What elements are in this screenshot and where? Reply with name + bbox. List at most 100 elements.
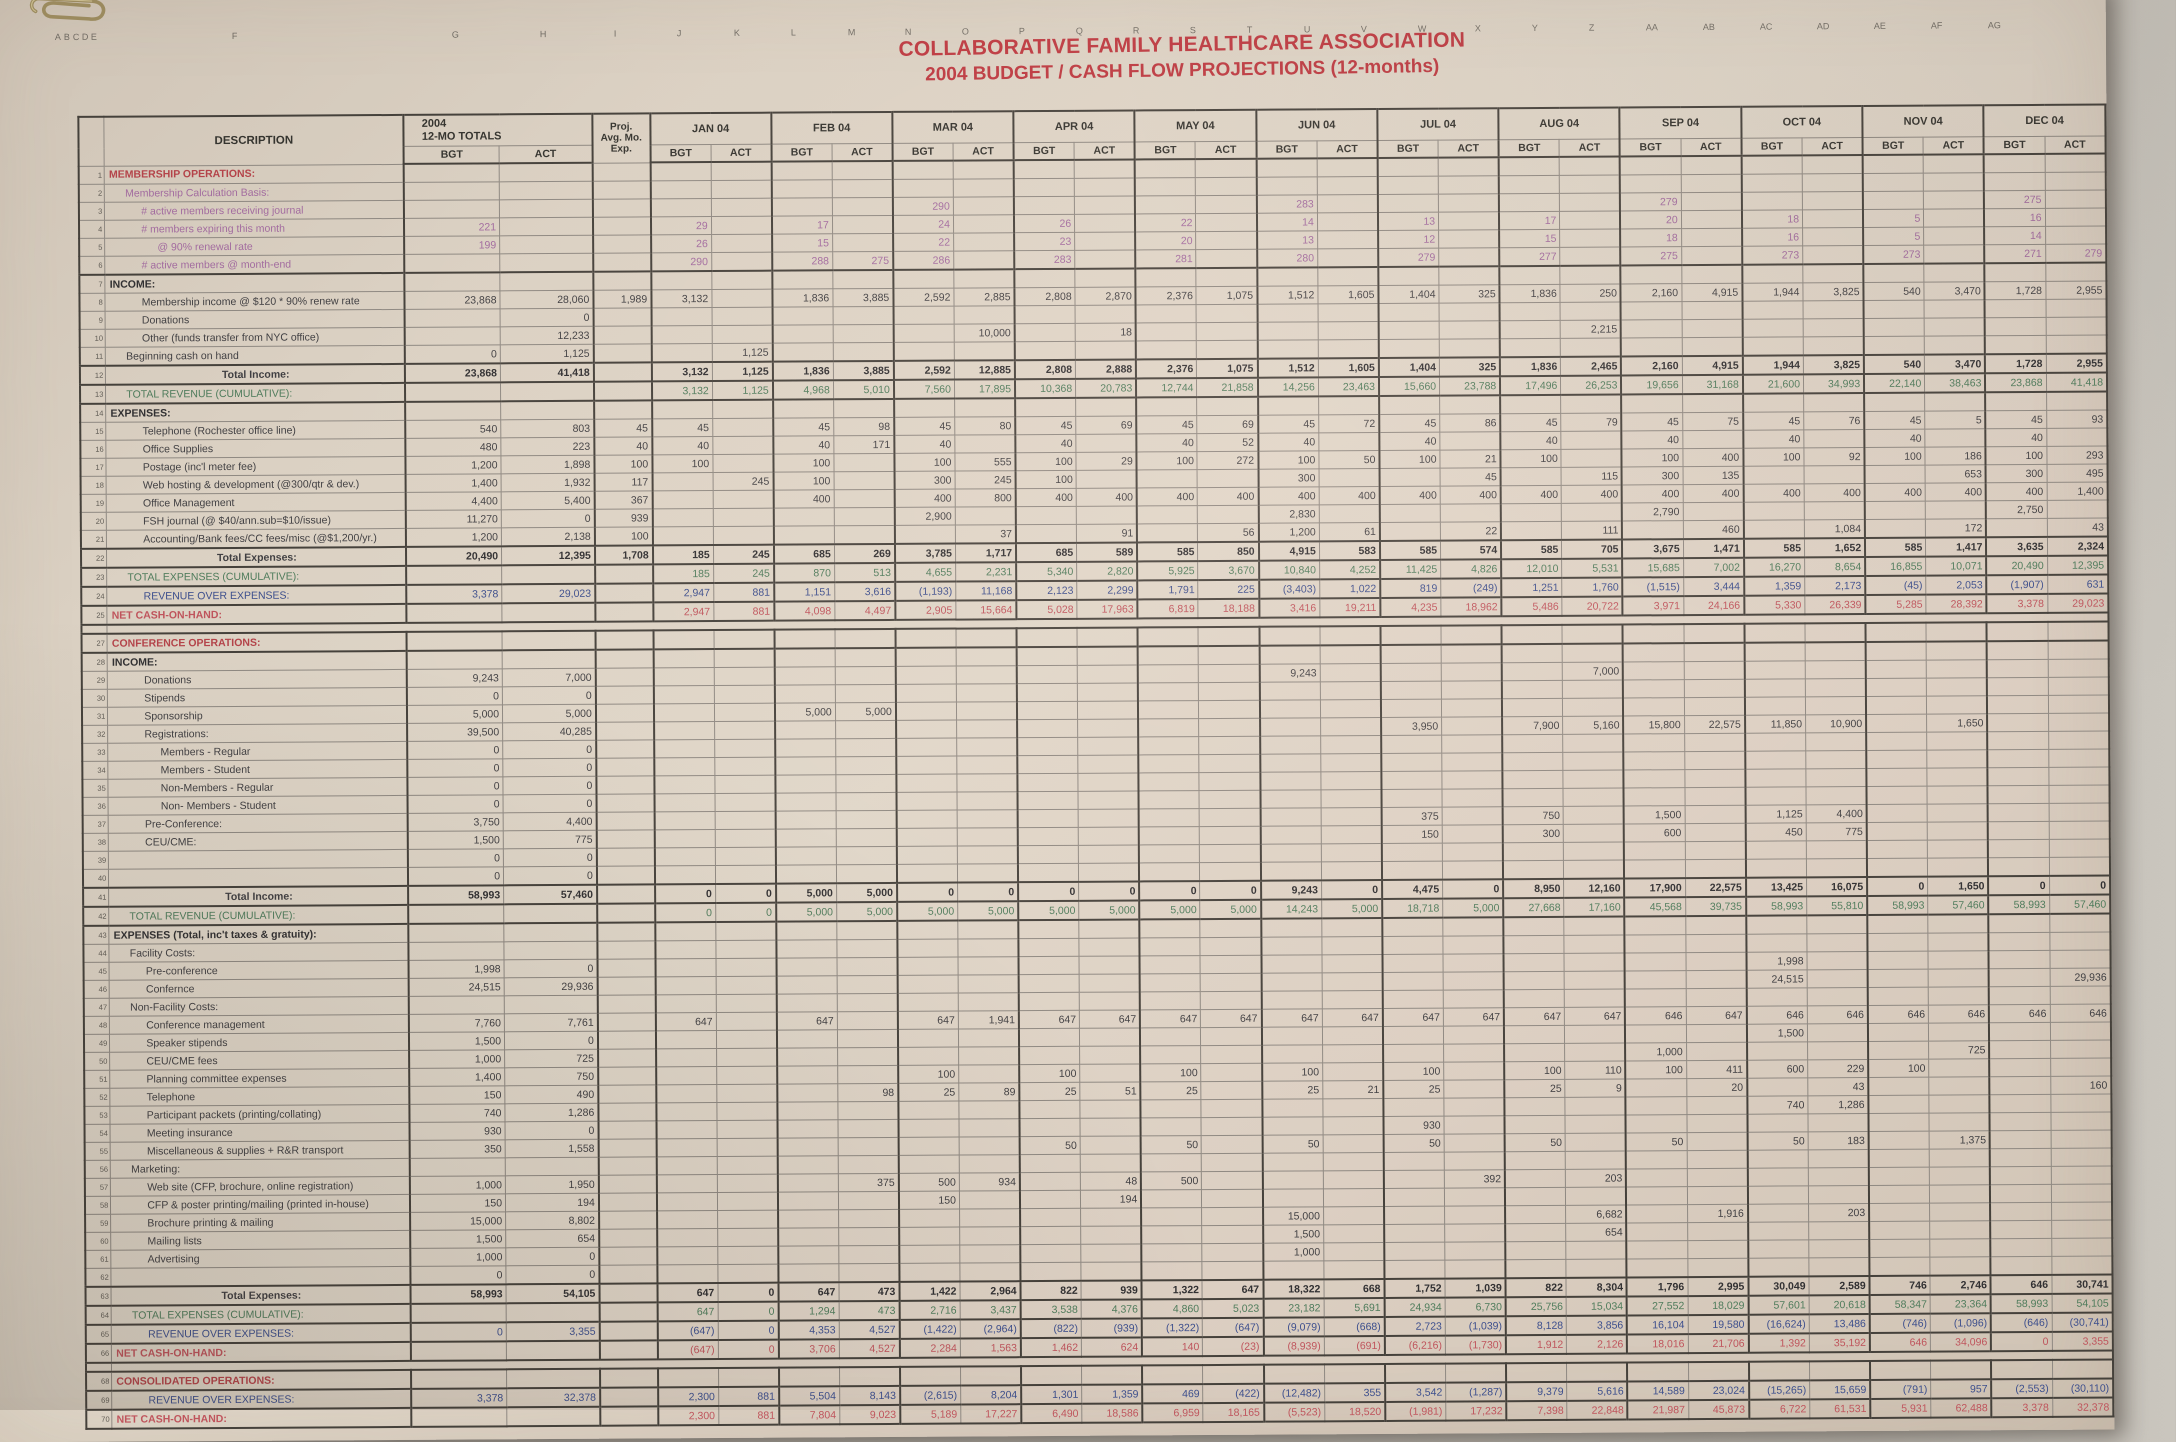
value-cell	[777, 1137, 838, 1157]
value-cell: 26	[1014, 214, 1075, 233]
row-number: 70	[86, 1409, 113, 1429]
value-cell: 245	[712, 472, 774, 491]
value-cell	[713, 629, 775, 650]
value-cell: 881	[718, 1405, 780, 1426]
value-cell	[1077, 646, 1139, 666]
value-cell	[712, 508, 774, 527]
value-cell: 23,868	[405, 363, 501, 383]
value-cell	[775, 846, 837, 866]
value-cell: 7,002	[1683, 557, 1744, 578]
value-cell	[1620, 156, 1681, 175]
value-cell: 280	[1256, 248, 1318, 268]
value-cell	[1439, 338, 1501, 358]
value-cell	[1441, 644, 1502, 664]
value-cell	[595, 602, 654, 622]
value-cell: 5,531	[1561, 558, 1623, 578]
value-cell: 45	[1864, 411, 1926, 430]
value-cell	[404, 181, 500, 201]
value-cell	[1990, 1184, 2052, 1203]
value-cell	[656, 1246, 718, 1265]
value-cell	[655, 1030, 717, 1049]
bgt-subheader: BGT	[1983, 136, 2045, 155]
act-subheader: ACT	[1316, 140, 1378, 159]
value-cell: 392	[1444, 1169, 1506, 1189]
value-cell: 20,490	[406, 546, 502, 566]
row-number: 3	[78, 202, 105, 221]
value-cell	[1257, 396, 1319, 416]
value-cell: 800	[955, 488, 1016, 508]
value-cell: 540	[405, 419, 501, 439]
value-cell	[1923, 172, 1985, 192]
value-cell: 20	[1620, 210, 1682, 229]
value-cell: 23,788	[1439, 376, 1501, 396]
value-cell	[1804, 465, 1865, 484]
value-cell: 646	[2049, 1004, 2111, 1023]
value-cell	[2050, 1094, 2112, 1113]
act-subheader: ACT	[1802, 137, 1863, 156]
value-cell: 1,916	[1687, 1204, 1748, 1223]
value-cell	[1685, 952, 1747, 971]
value-cell: 1,950	[505, 1175, 599, 1194]
value-cell	[777, 1209, 839, 1229]
value-cell	[1382, 954, 1444, 973]
value-cell	[2047, 621, 2109, 641]
value-cell: 16,855	[1865, 556, 1926, 577]
value-cell: 29,023	[2047, 593, 2109, 613]
column-letter: E	[90, 31, 97, 42]
value-cell: 40	[651, 436, 713, 455]
value-cell: 58,993	[1988, 894, 2050, 915]
value-cell: 21	[1440, 449, 1501, 469]
value-cell	[404, 308, 501, 328]
value-cell	[596, 793, 655, 813]
value-cell	[599, 1246, 658, 1266]
value-cell: 37	[955, 524, 1017, 544]
row-number	[85, 1362, 112, 1372]
value-cell	[1261, 1026, 1323, 1046]
row-label: Membership income @ $120 * 90% renew rat…	[105, 291, 405, 312]
value-cell	[1017, 827, 1079, 846]
value-cell: 50	[1019, 1136, 1081, 1155]
value-cell	[837, 1011, 898, 1030]
value-cell: 57,460	[2049, 894, 2111, 914]
value-cell: 495	[2046, 464, 2108, 483]
value-cell: 16,270	[1743, 557, 1805, 577]
value-cell	[1743, 519, 1805, 539]
value-cell	[654, 847, 716, 866]
column-letter: G	[451, 29, 459, 40]
value-cell	[1503, 989, 1565, 1008]
value-cell	[957, 956, 1019, 976]
column-letter: I	[613, 28, 617, 39]
value-cell: (647)	[657, 1340, 719, 1360]
value-cell	[1925, 428, 1986, 448]
value-cell: 3,444	[1683, 576, 1745, 597]
value-cell	[717, 1192, 778, 1211]
value-cell	[1868, 1113, 1930, 1132]
value-cell: 725	[1928, 1040, 1990, 1060]
value-cell: (668)	[1324, 1316, 1385, 1337]
value-cell: (2,615)	[899, 1385, 961, 1405]
value-cell	[956, 791, 1018, 811]
value-cell	[1802, 245, 1864, 265]
row-label: Web hosting & development (@300/qtr & de…	[106, 474, 407, 495]
value-cell	[654, 829, 716, 848]
value-cell: 61	[1319, 522, 1380, 542]
value-cell	[832, 269, 894, 289]
value-cell: 1,392	[1748, 1333, 1810, 1353]
value-cell	[1200, 973, 1262, 992]
value-cell	[1384, 1224, 1445, 1243]
value-cell: 45	[1136, 415, 1198, 434]
row-number: 56	[84, 1160, 111, 1179]
value-cell: 1,125	[1745, 804, 1807, 824]
value-cell	[410, 1157, 506, 1177]
value-cell	[1806, 951, 1868, 970]
value-cell	[1621, 301, 1682, 320]
value-cell: 100	[1383, 1062, 1444, 1081]
value-cell: 2,123	[1016, 580, 1078, 601]
value-cell	[595, 649, 654, 669]
value-cell: 160	[2050, 1076, 2112, 1095]
value-cell: 5,000	[774, 702, 836, 722]
value-cell: 2,808	[1014, 287, 1076, 306]
value-cell: 355	[1324, 1382, 1386, 1403]
value-cell: 2,947	[652, 583, 714, 603]
value-cell	[1866, 732, 1928, 751]
